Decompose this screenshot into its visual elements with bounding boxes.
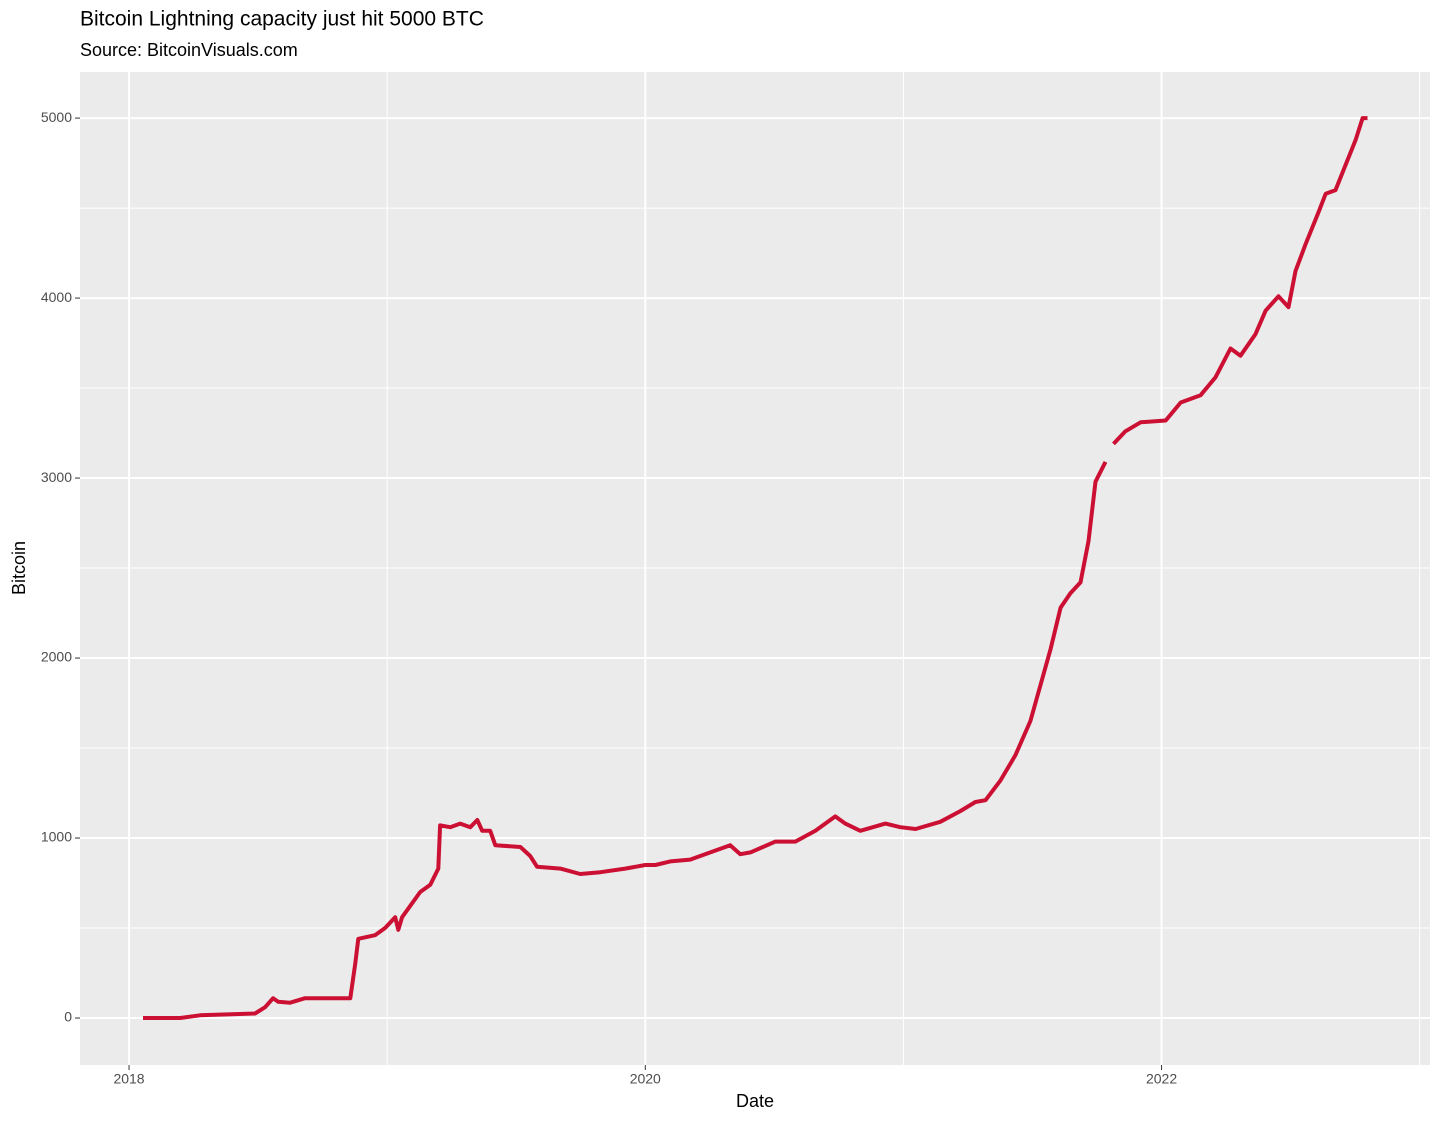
y-tick-label: 4000: [41, 289, 72, 305]
x-axis-title: Date: [736, 1091, 774, 1111]
y-tick-label: 3000: [41, 469, 72, 485]
y-tick-label: 5000: [41, 109, 72, 125]
x-tick-label: 2018: [113, 1071, 144, 1087]
chart-title: Bitcoin Lightning capacity just hit 5000…: [80, 8, 484, 31]
y-axis-title: Bitcoin: [9, 541, 29, 595]
chart-subtitle: Source: BitcoinVisuals.com: [80, 40, 298, 60]
y-tick-label: 2000: [41, 649, 72, 665]
data-line: [143, 116, 1368, 1020]
x-tick-label: 2020: [630, 1071, 661, 1087]
y-tick-label: 1000: [41, 829, 72, 845]
x-tick-label: 2022: [1146, 1071, 1177, 1087]
y-tick-label: 0: [64, 1009, 72, 1025]
